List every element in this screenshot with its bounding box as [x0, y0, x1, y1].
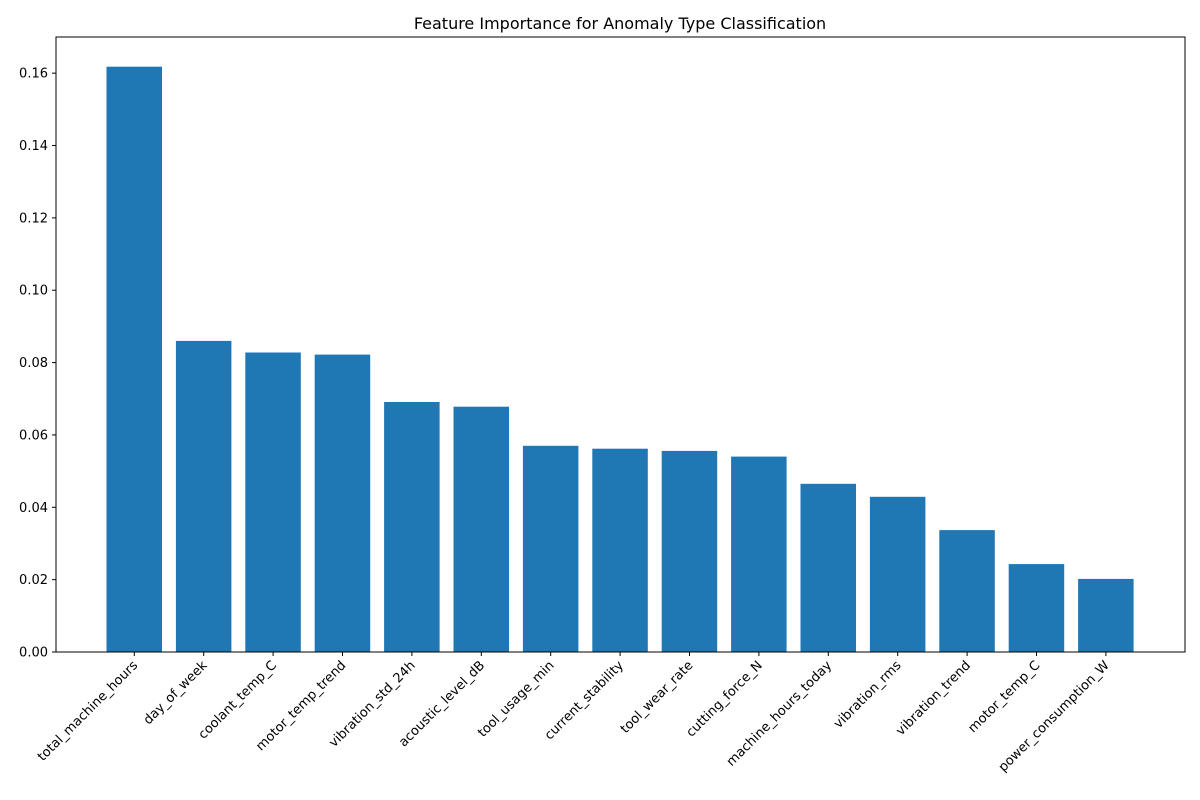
bar-day_of_week [175, 340, 232, 652]
chart-title: Feature Importance for Anomaly Type Clas… [414, 14, 826, 33]
bar-total_machine_hours [106, 66, 162, 652]
bar-machine_hours_today [800, 483, 856, 652]
bar-motor_temp_trend [314, 354, 371, 652]
bars-group [106, 66, 1134, 652]
bar-vibration_trend [939, 530, 995, 652]
bar-power_consumption_W [1078, 578, 1134, 652]
plot-frame [55, 36, 1186, 653]
bar-acoustic_level_dB [453, 406, 509, 652]
y-tick-label: 0.10 [19, 284, 48, 299]
bar-motor_temp_C [1008, 564, 1065, 652]
y-tick-label: 0.14 [19, 139, 48, 154]
bar-vibration_std_24h [384, 402, 440, 652]
bar-tool_wear_rate [661, 450, 718, 652]
y-tick-label: 0.16 [19, 67, 48, 82]
bar-coolant_temp_C [245, 352, 301, 652]
bar-vibration_rms [869, 496, 926, 652]
bar-cutting_force_N [731, 456, 787, 652]
y-tick-label: 0.04 [19, 501, 48, 516]
y-axis: 0.00 0.02 0.04 0.06 0.08 0.10 0.12 0.14 0.16 [19, 67, 56, 661]
y-tick-label: 0.06 [19, 428, 48, 443]
y-tick-label: 0.02 [19, 573, 48, 588]
y-tick-label: 0.12 [19, 211, 48, 226]
bar-current_stability [592, 448, 648, 652]
y-tick-label: 0.08 [19, 356, 48, 371]
y-tick-label: 0.00 [19, 646, 48, 661]
bar-tool_usage_min [522, 445, 579, 652]
